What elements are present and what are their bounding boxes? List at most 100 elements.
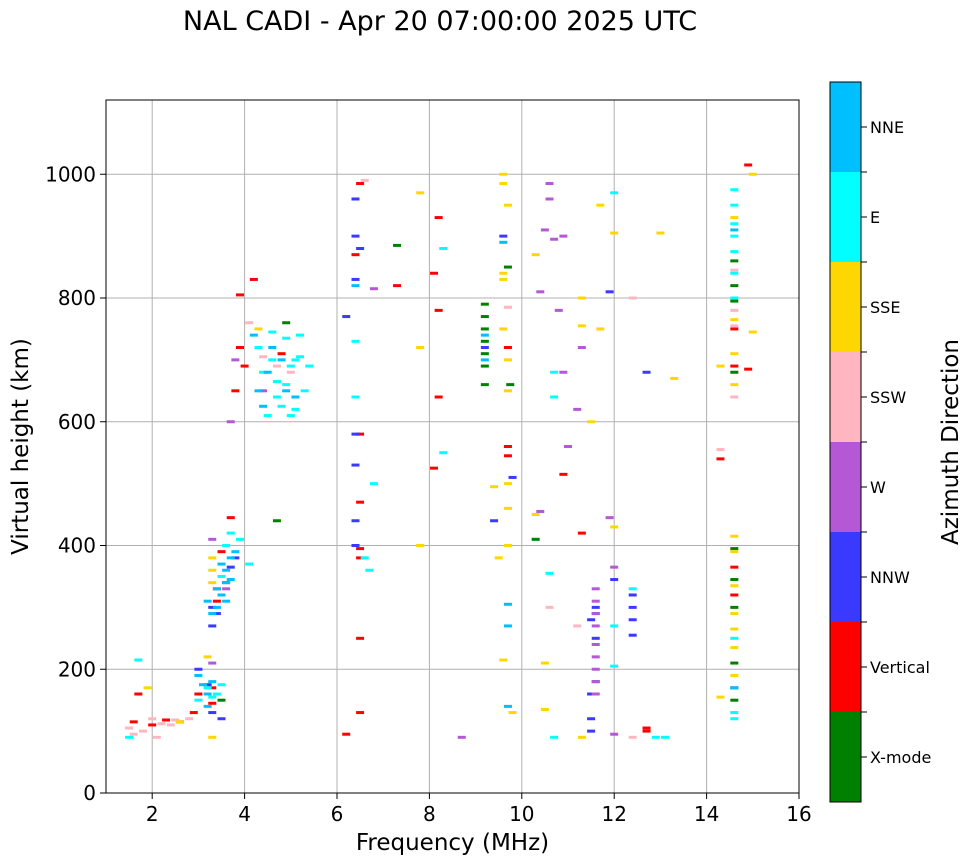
- data-point: [231, 550, 240, 554]
- data-point: [503, 602, 512, 606]
- data-point: [268, 358, 277, 362]
- data-point: [171, 718, 180, 722]
- x-tick-label: 16: [786, 802, 811, 826]
- data-point: [577, 346, 586, 349]
- data-point: [351, 463, 360, 467]
- data-point: [226, 565, 235, 569]
- data-point: [730, 565, 739, 569]
- data-point: [730, 686, 739, 690]
- data-point: [268, 330, 277, 334]
- data-point: [222, 587, 231, 591]
- data-point: [360, 178, 369, 182]
- data-point: [628, 587, 637, 591]
- data-point: [342, 315, 351, 319]
- data-point: [212, 605, 221, 609]
- colorbar-segment: [830, 82, 861, 172]
- data-point: [499, 327, 508, 331]
- data-point: [499, 182, 508, 186]
- data-point: [730, 593, 739, 597]
- data-point: [730, 327, 739, 331]
- colorbar-segment: [830, 532, 861, 622]
- colorbar-segment: [830, 442, 861, 532]
- data-point: [716, 448, 725, 452]
- colorbar-tick-label: W: [870, 478, 886, 497]
- data-point: [559, 370, 568, 374]
- data-point: [245, 321, 254, 325]
- data-point: [263, 370, 272, 374]
- data-point: [222, 599, 231, 603]
- data-point: [351, 284, 360, 288]
- x-tick-label: 6: [331, 802, 344, 826]
- data-point: [490, 485, 499, 489]
- x-tick-label: 14: [694, 802, 719, 826]
- data-point: [550, 735, 559, 739]
- data-point: [730, 324, 739, 328]
- data-point: [730, 370, 739, 374]
- data-point: [730, 308, 739, 312]
- data-point: [212, 599, 221, 603]
- data-point: [605, 516, 614, 520]
- series-x-mode: [217, 243, 739, 702]
- data-point: [499, 271, 508, 275]
- data-point: [249, 333, 258, 337]
- data-point: [203, 686, 212, 690]
- data-point: [208, 680, 217, 684]
- data-point: [503, 624, 512, 628]
- data-point: [194, 692, 203, 696]
- data-point: [730, 717, 739, 721]
- data-point: [222, 581, 231, 585]
- data-point: [439, 247, 448, 250]
- data-point: [194, 667, 203, 671]
- data-point: [503, 265, 512, 269]
- data-point: [208, 661, 217, 665]
- data-point: [296, 333, 305, 337]
- data-point: [503, 358, 512, 362]
- data-point: [208, 695, 217, 699]
- data-point: [351, 519, 360, 523]
- data-point: [591, 587, 600, 591]
- data-point: [356, 547, 365, 551]
- data-point: [610, 191, 619, 195]
- data-point: [716, 457, 725, 461]
- data-point: [550, 370, 559, 374]
- data-point: [545, 571, 554, 575]
- data-point: [138, 729, 147, 733]
- data-point: [545, 197, 554, 201]
- data-point: [360, 556, 369, 560]
- data-point: [351, 277, 360, 281]
- data-point: [503, 544, 512, 547]
- colorbar-segment: [830, 172, 861, 262]
- data-point: [596, 203, 605, 207]
- data-point: [730, 661, 739, 665]
- data-point: [559, 472, 568, 476]
- data-point: [587, 618, 596, 622]
- data-point: [730, 584, 739, 588]
- data-point: [217, 574, 226, 578]
- data-point: [189, 711, 198, 715]
- data-point: [587, 692, 596, 696]
- data-point: [231, 389, 240, 393]
- data-points: [125, 163, 757, 739]
- colorbar-tick-label: SSE: [870, 298, 900, 317]
- data-point: [286, 414, 295, 418]
- data-point: [351, 432, 360, 436]
- data-point: [499, 234, 508, 238]
- data-point: [591, 680, 600, 684]
- data-point: [591, 667, 600, 671]
- data-point: [259, 355, 268, 359]
- y-tick-label: 600: [58, 410, 96, 434]
- colorbar-segment: [830, 712, 861, 802]
- data-point: [222, 544, 231, 547]
- data-point: [628, 605, 637, 609]
- data-point: [254, 327, 263, 331]
- data-point: [393, 243, 402, 247]
- data-point: [235, 346, 244, 349]
- data-point: [656, 231, 665, 235]
- data-point: [439, 451, 448, 455]
- data-point: [577, 324, 586, 328]
- data-point: [564, 445, 572, 448]
- data-point: [300, 389, 309, 393]
- data-point: [212, 612, 221, 616]
- data-point: [573, 624, 582, 628]
